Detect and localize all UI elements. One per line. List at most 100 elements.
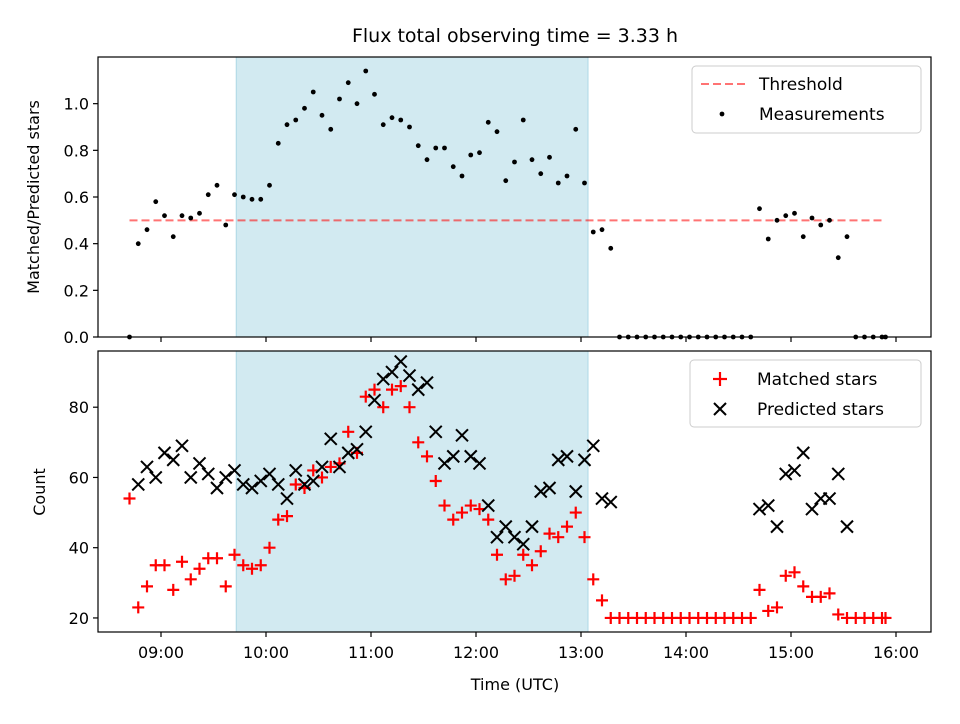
measurement-point — [520, 117, 526, 123]
bottom-highlight-span — [235, 350, 589, 633]
matched-star-point — [281, 510, 293, 523]
predicted-star-point — [254, 474, 268, 488]
matched-star-point — [429, 474, 442, 487]
predicted-star-point — [437, 456, 452, 471]
matched-star-point — [879, 611, 892, 624]
matched-star-point — [552, 531, 565, 544]
chart-title: Flux total observing time = 3.33 h — [352, 25, 678, 47]
predicted-star-point — [796, 446, 810, 460]
top-y-ticks: 0.0 0.2 0.4 0.6 0.8 1.0 — [64, 95, 98, 347]
measurement-point — [240, 194, 246, 200]
measurement-point — [590, 229, 596, 235]
measurement-point — [354, 101, 360, 107]
measurement-point — [302, 105, 307, 111]
measurement-point — [582, 180, 587, 186]
predicted-star-point — [560, 449, 574, 464]
measurement-point — [223, 222, 229, 228]
matched-star-point — [123, 492, 136, 505]
x-tick-label: 12:00 — [453, 643, 499, 662]
matched-star-point — [158, 559, 171, 572]
measurement-point — [337, 96, 342, 102]
matched-star-point — [167, 583, 180, 596]
x-tick-label: 11:00 — [348, 643, 394, 662]
matched-star-point — [771, 601, 783, 614]
measurement-point — [214, 182, 220, 188]
measurement-point — [809, 215, 815, 221]
predicted-star-point — [481, 498, 495, 513]
top-y-tick-label: 0.4 — [64, 235, 89, 254]
predicted-star-point — [499, 519, 513, 534]
measurement-point — [205, 192, 211, 198]
predicted-star-point — [779, 467, 793, 481]
predicted-star-point — [359, 425, 373, 439]
matched-star-point — [561, 520, 573, 533]
matched-star-point — [377, 401, 390, 414]
matched-star-point — [814, 590, 827, 603]
predicted-star-point — [411, 382, 425, 397]
bottom-y-axis-label: Count — [30, 468, 49, 516]
predicted-star-point — [166, 453, 180, 467]
matched-star-point — [491, 548, 503, 561]
predicted-star-point — [840, 519, 854, 534]
bottom-y-ticks: 20 40 60 80 — [69, 398, 98, 628]
matched-star-point — [508, 569, 521, 582]
predicted-star-point — [324, 432, 338, 446]
predicted-star-point — [464, 449, 478, 464]
measurement-point — [284, 122, 290, 128]
measurement-point — [162, 213, 167, 219]
measurement-point — [442, 145, 447, 151]
predicted-star-point — [271, 477, 285, 492]
matched-star-point — [403, 401, 416, 414]
predicted-star-point — [131, 477, 145, 492]
top-y-axis-label: Matched/Predicted stars — [24, 100, 43, 294]
measurement-point — [232, 192, 237, 198]
matched-star-point — [176, 555, 188, 568]
measurement-point — [564, 173, 570, 179]
measurement-point — [765, 236, 771, 242]
matched-star-point — [412, 436, 425, 449]
bottom-y-tick-label: 20 — [69, 609, 89, 628]
measurement-point — [170, 234, 176, 240]
matched-star-point — [788, 566, 801, 579]
matched-star-point — [246, 562, 258, 575]
matched-star-point — [368, 383, 381, 396]
top-y-tick-label: 1.0 — [64, 95, 89, 114]
matched-star-point — [797, 580, 810, 593]
matched-star-point — [438, 499, 451, 512]
predicted-star-point — [507, 530, 522, 544]
measurement-point — [494, 129, 500, 135]
predicted-star-point — [569, 484, 583, 499]
matched-star-point — [324, 460, 337, 473]
measurement-point — [573, 126, 579, 132]
predicted-star-point — [752, 502, 767, 516]
measurement-point — [468, 152, 474, 158]
top-x-ticks — [160, 337, 897, 342]
measurement-point — [450, 164, 456, 170]
top-axes-frame — [97, 56, 932, 338]
top-y-tick-label: 0.2 — [64, 281, 89, 300]
measurement-point — [345, 80, 351, 86]
measurement-point — [424, 157, 430, 163]
predicted-star-point — [787, 463, 802, 478]
predicted-star-point — [341, 446, 355, 460]
bottom-y-tick-label: 80 — [69, 398, 89, 417]
predicted-star-point — [446, 449, 460, 464]
measurement-point — [372, 91, 377, 97]
matched-star-point — [228, 548, 241, 561]
matched-star-point — [753, 583, 766, 596]
predicted-star-point — [490, 530, 504, 544]
predicted-star-point — [385, 365, 399, 379]
measurement-point — [153, 199, 159, 205]
matched-star-point — [421, 450, 433, 463]
predicted-star-point — [227, 463, 242, 478]
predicted-star-point — [332, 460, 347, 474]
measurement-point — [477, 150, 482, 156]
measurement-point — [599, 227, 605, 233]
predicted-star-point — [140, 460, 154, 474]
x-tick-label: 09:00 — [138, 643, 184, 662]
measurement-point — [258, 196, 264, 202]
measurement-point — [844, 234, 850, 240]
measurement-point — [774, 217, 780, 223]
legend-predicted-label: Predicted stars — [757, 400, 884, 420]
matched-star-point — [184, 573, 197, 586]
